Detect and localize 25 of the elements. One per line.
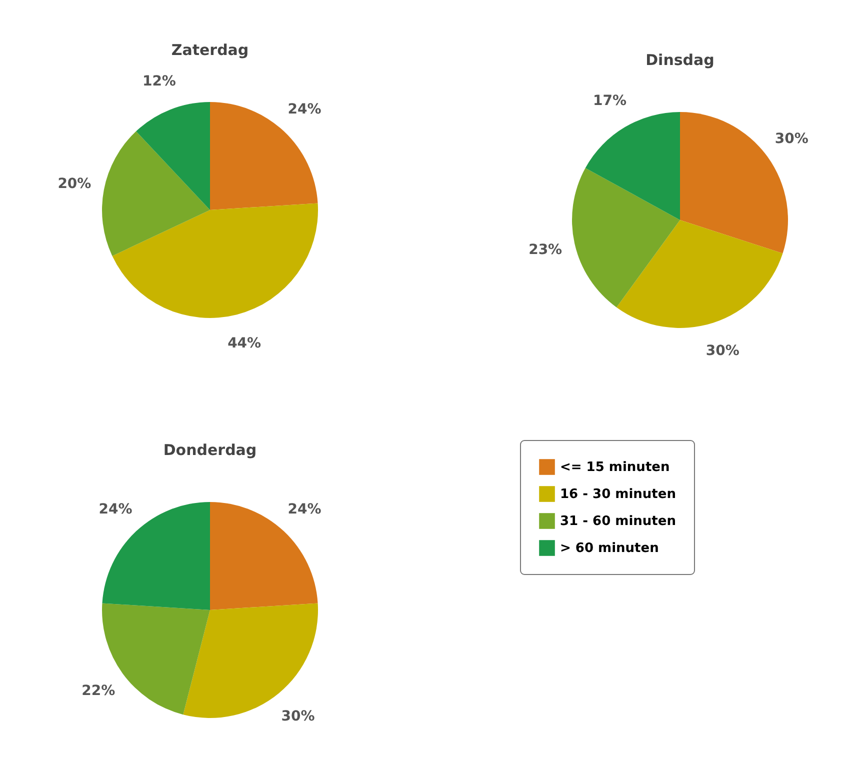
data-label: 24%: [98, 501, 132, 518]
pie-slice: [585, 112, 680, 220]
chart-title: Dinsdag: [646, 51, 714, 69]
pie-slice: [136, 102, 210, 210]
data-label: 22%: [82, 683, 116, 700]
chart-title: Zaterdag: [171, 41, 249, 59]
pie-slice: [112, 203, 318, 318]
data-label: 24%: [288, 101, 322, 118]
pie-slice: [616, 220, 783, 328]
data-label: 30%: [281, 708, 315, 724]
legend-label: 31 - 60 minuten: [560, 514, 676, 529]
legend-label: 16 - 30 minuten: [560, 487, 676, 502]
pie-slice: [572, 168, 680, 308]
legend-label: > 60 minuten: [560, 541, 659, 556]
data-label: 30%: [774, 130, 808, 147]
data-label: 30%: [706, 343, 740, 360]
legend-label: <= 15 minuten: [560, 460, 670, 475]
data-label: 20%: [58, 176, 92, 192]
data-label: 24%: [288, 501, 322, 518]
data-label: 44%: [228, 336, 262, 352]
data-label: 23%: [528, 242, 562, 258]
pie-slice: [102, 131, 210, 256]
data-label: 17%: [592, 93, 627, 110]
data-label: 12%: [142, 74, 176, 90]
chart-title: Donderdag: [163, 441, 257, 459]
